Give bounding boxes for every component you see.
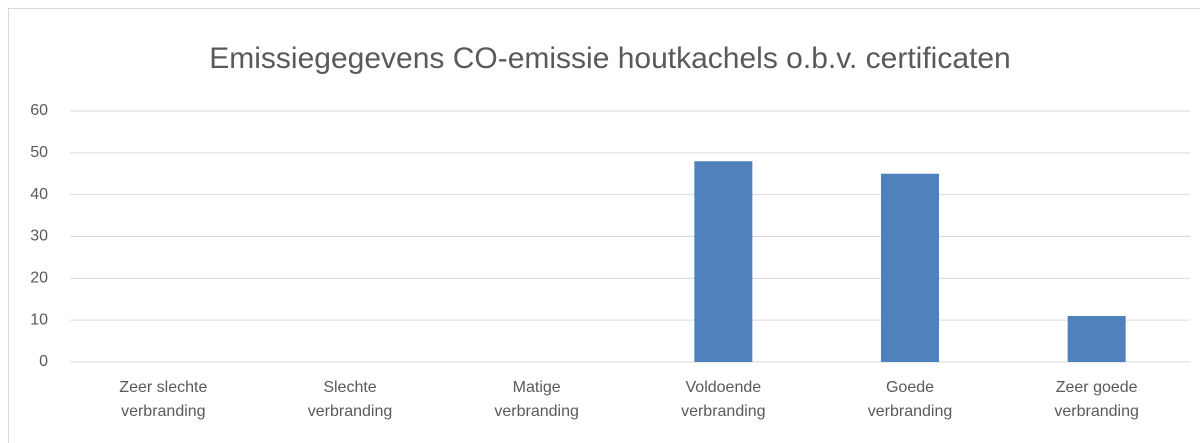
bar [1067,315,1126,362]
x-tick-line: Zeer slechte [119,379,207,396]
chart-title: Emissiegegevens CO-emissie houtkachels o… [209,42,1010,75]
x-tick-line: verbranding [308,403,393,420]
chart-frame [8,8,1200,443]
bar [881,173,939,362]
x-tick-label: Goede verbranding [868,379,953,420]
x-tick-line: Zeer goede [1056,379,1138,396]
x-tick-line: Matige [513,379,561,396]
y-tick-label: 10 [30,311,48,328]
y-tick-label: 0 [39,353,48,370]
x-tick-line: verbranding [121,403,206,420]
x-tick-label: Zeer goede verbranding [1054,379,1139,420]
x-tick-line: Voldoende [686,379,762,396]
y-tick-label: 40 [30,186,48,203]
y-tick-label: 20 [30,270,48,287]
x-tick-label: Voldoende verbranding [681,379,766,420]
x-tick-label: Matige verbranding [494,379,579,420]
y-tick-label: 50 [30,144,48,161]
x-tick-line: Goede [886,379,934,396]
y-tick-label: 30 [30,228,48,245]
x-tick-label: Slechte verbranding [308,379,393,420]
x-tick-label: Zeer slechte verbranding [119,379,207,420]
x-tick-line: verbranding [681,403,766,420]
y-tick-label: 60 [30,102,48,119]
bar [694,161,753,362]
x-tick-line: Slechte [323,379,376,396]
x-tick-line: verbranding [868,403,953,420]
x-tick-line: verbranding [494,403,579,420]
x-tick-line: verbranding [1054,403,1139,420]
